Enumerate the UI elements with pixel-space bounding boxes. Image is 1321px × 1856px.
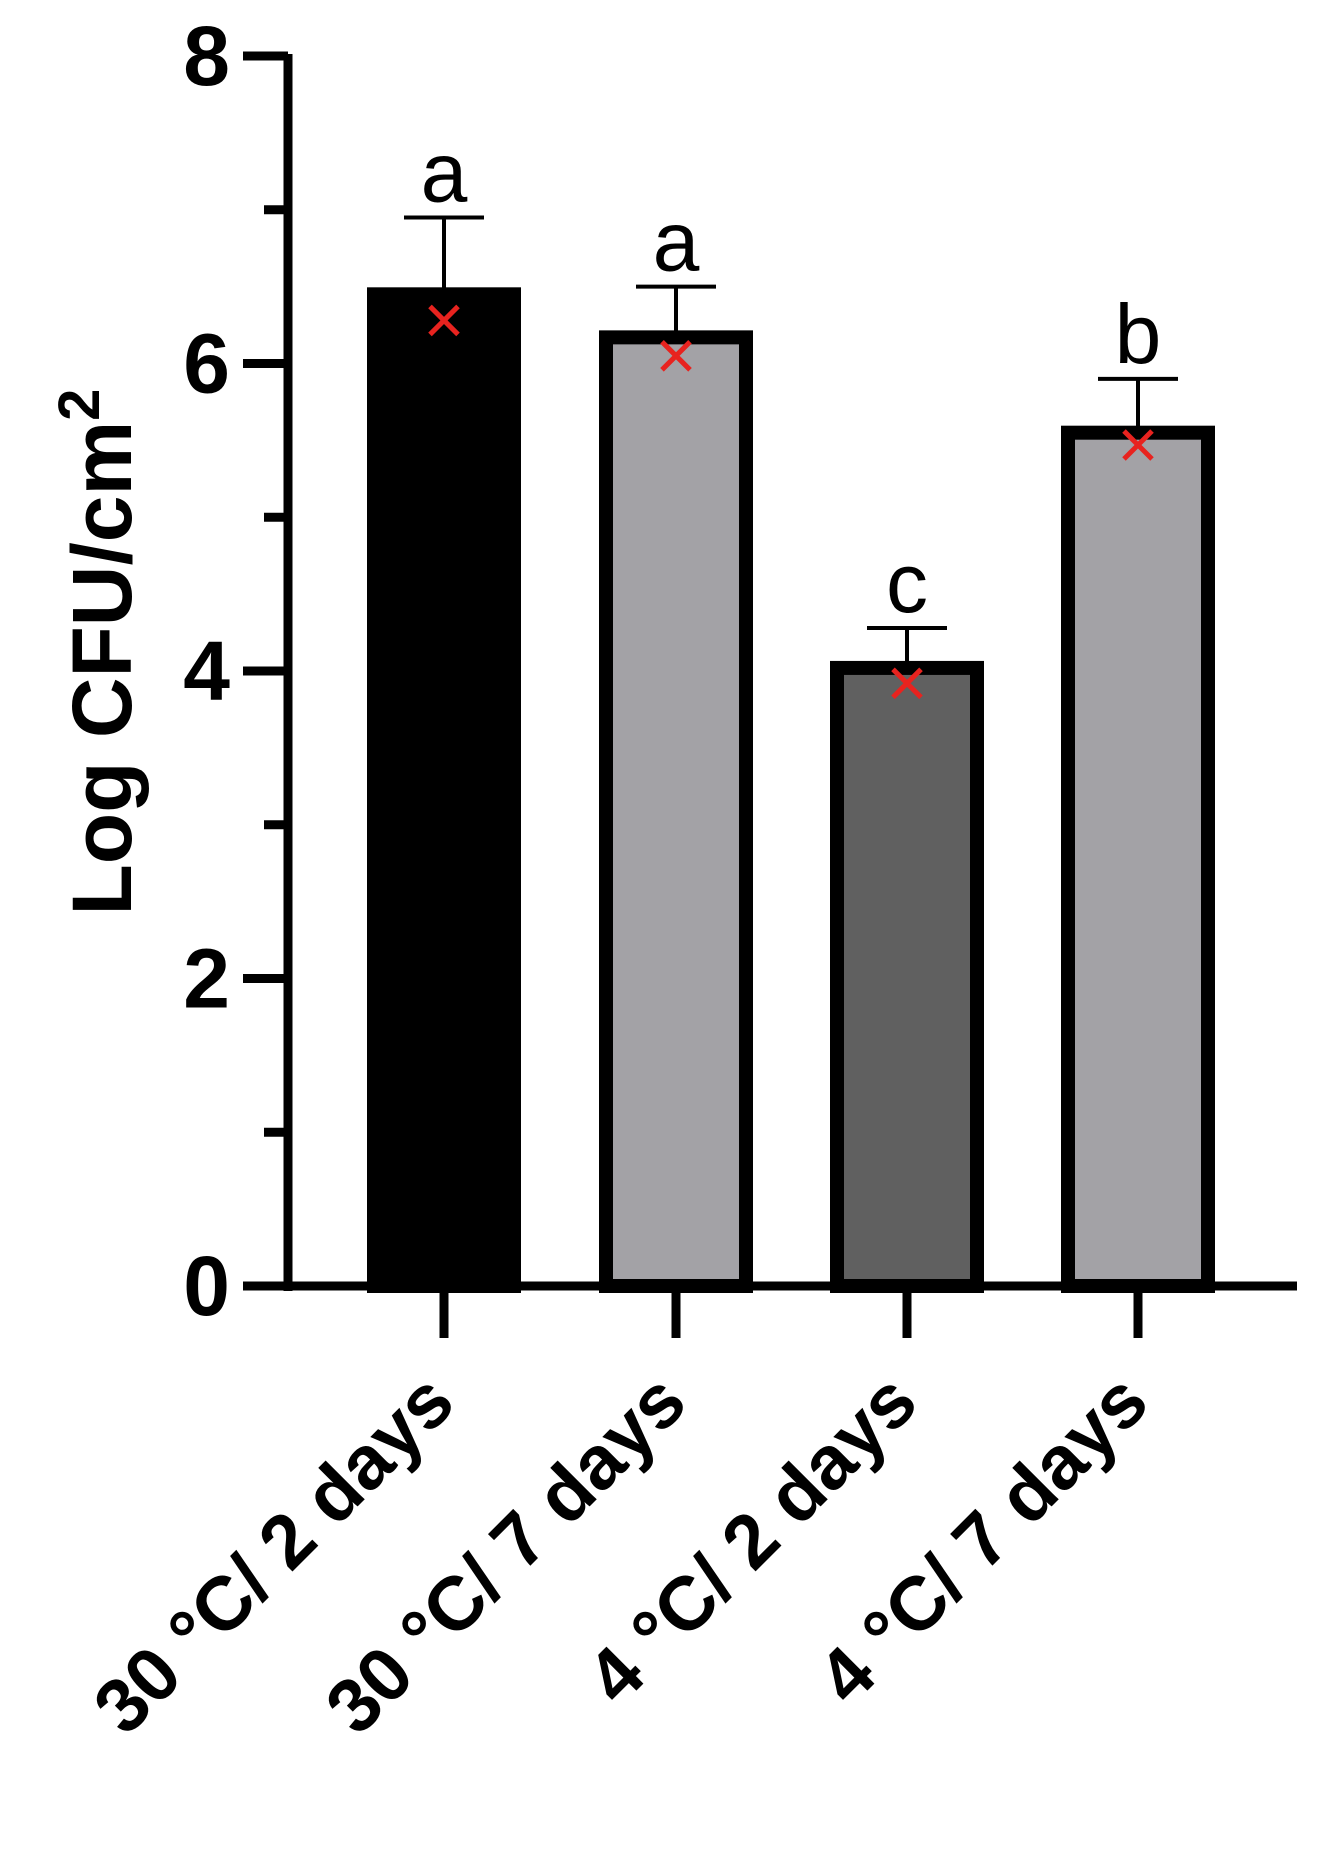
y-axis-label: Log CFU/cm2: [47, 389, 149, 916]
mean-marker: [1122, 429, 1154, 461]
y-tick-label: 6: [183, 317, 230, 411]
y-tick-label: 0: [183, 1239, 230, 1333]
bar: [599, 330, 753, 1293]
y-axis-label-text: Log CFU/cm: [55, 421, 149, 916]
significance-letter: a: [421, 125, 468, 219]
bar: [830, 660, 984, 1293]
mean-marker: [891, 667, 923, 700]
y-axis: 0 2 4 6 8: [183, 9, 293, 1333]
y-tick-label: 2: [183, 932, 230, 1026]
mean-marker: [428, 304, 460, 337]
y-tick-label: 4: [183, 624, 230, 718]
bar: [367, 287, 521, 1293]
mean-marker: [660, 340, 692, 372]
significance-letter: c: [886, 536, 928, 630]
bar: [1061, 425, 1215, 1293]
y-axis-label-superscript: 2: [47, 389, 112, 421]
bars: a a c b: [367, 125, 1215, 1293]
y-tick-label: 8: [183, 9, 230, 103]
significance-letter: a: [653, 195, 700, 289]
significance-letter: b: [1115, 287, 1162, 381]
